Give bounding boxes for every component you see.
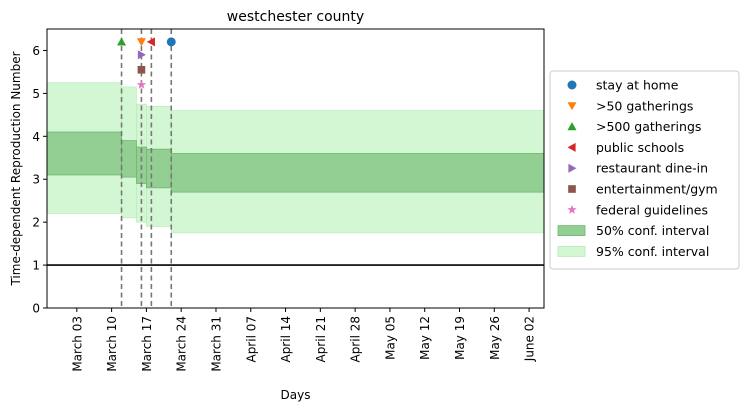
legend-marker <box>567 142 576 152</box>
x-tick-label: April 28 <box>349 316 363 363</box>
y-tick-label: 2 <box>32 216 40 230</box>
legend-marker <box>568 163 577 173</box>
x-tick-label: June 02 <box>523 316 537 362</box>
legend-swatch <box>557 245 586 257</box>
legend-label: 95% conf. interval <box>596 244 709 259</box>
intervention-marker <box>146 37 155 47</box>
intervention-marker <box>166 37 176 47</box>
intervention-marker <box>117 37 127 46</box>
x-tick-label: April 07 <box>244 316 258 363</box>
x-tick-label: April 21 <box>314 316 328 363</box>
legend-label: >50 gatherings <box>596 98 693 113</box>
x-tick-label: May 05 <box>383 316 397 360</box>
x-tick-label: March 17 <box>140 316 154 372</box>
intervention-lines <box>120 29 173 308</box>
legend-marker <box>568 185 576 193</box>
y-tick-label: 1 <box>32 259 40 273</box>
x-axis-label: Days <box>281 388 311 402</box>
legend-marker <box>567 102 577 111</box>
intervention-marker <box>136 38 146 47</box>
legend-marker <box>567 80 577 90</box>
x-tick-label: March 03 <box>70 316 84 372</box>
legend-marker <box>567 204 577 214</box>
legend-label: federal guidelines <box>596 202 708 217</box>
plot-frame <box>46 28 545 309</box>
x-tick-label: May 19 <box>453 316 467 360</box>
x-axis: March 03 March 10 March 17 March 24 March 31… <box>70 308 537 372</box>
ci50-segment <box>170 153 545 193</box>
y-axis-label: Time-dependent Reproduction Number <box>9 51 23 286</box>
legend-label: public schools <box>596 140 684 155</box>
y-tick-label: 0 <box>32 302 40 316</box>
x-tick-label: May 12 <box>418 316 432 360</box>
legend-marker <box>567 122 577 131</box>
legend-label: >500 gatherings <box>596 119 701 134</box>
y-tick-label: 5 <box>32 87 40 101</box>
y-tick-label: 3 <box>32 173 40 187</box>
legend-label: 50% conf. interval <box>596 223 709 238</box>
x-tick-label: March 31 <box>209 316 223 372</box>
x-tick-label: March 10 <box>105 316 119 372</box>
ci50-band <box>46 131 545 193</box>
x-tick-label: April 14 <box>279 316 293 363</box>
intervention-marker <box>136 79 147 89</box>
legend-label: restaurant dine-in <box>596 161 708 176</box>
intervention-marker <box>137 65 146 74</box>
y-tick-label: 6 <box>32 44 40 58</box>
y-axis: 0 1 2 3 4 5 6 <box>32 44 47 316</box>
x-tick-label: March 24 <box>175 316 189 372</box>
intervention-markers <box>117 37 176 89</box>
ci50-segment <box>46 131 122 176</box>
ci50-segment <box>145 148 172 189</box>
intervention-marker <box>137 50 146 60</box>
legend-label: stay at home <box>596 78 679 93</box>
chart-title: westchester county <box>227 9 364 25</box>
ci50-segment <box>121 140 137 178</box>
y-tick-label: 4 <box>32 130 40 144</box>
legend-label: entertainment/gym <box>596 182 718 197</box>
x-tick-label: May 26 <box>488 316 502 360</box>
legend-box <box>549 70 740 270</box>
legend-swatch <box>557 225 586 237</box>
legend: stay at home >50 gatherings >500 gathering… <box>549 70 740 270</box>
